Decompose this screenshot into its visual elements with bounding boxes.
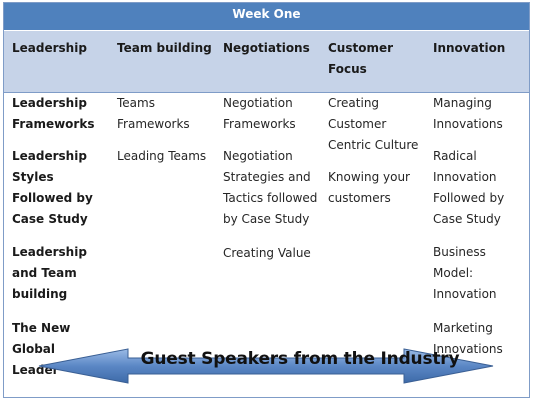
guest-speakers-banner: Guest Speakers from the Industry <box>140 349 460 369</box>
topic-negotiation-strategies: Negotiation Strategies and Tactics follo… <box>223 149 318 226</box>
topic-leadership-frameworks: Leadership Frameworks <box>12 96 95 131</box>
topic-managing-innovations: Managing Innovations <box>433 96 503 131</box>
header-team-building: Team building <box>117 41 212 55</box>
topic-marketing-innovations: Marketing Innovations <box>433 321 503 356</box>
column-innovation: Managing Innovations Radical Innovation … <box>433 93 517 360</box>
topic-negotiation-frameworks: Negotiation Frameworks <box>223 96 296 131</box>
week-title: Week One <box>232 7 301 21</box>
column-leadership: Leadership Frameworks Leadership Styles … <box>12 93 98 381</box>
column-team-building: Teams Frameworks Leading Teams <box>117 93 213 167</box>
column-negotiations: Negotiation Frameworks Negotiation Strat… <box>223 93 323 264</box>
header-leadership: Leadership <box>12 41 87 55</box>
topic-radical-innovation: Radical Innovation Followed by Case Stud… <box>433 149 505 226</box>
header-customer-focus: Customer Focus <box>328 41 394 76</box>
topic-leadership-team-building: Leadership and Team building <box>12 245 87 301</box>
topic-customer-centric-culture: Creating Customer Centric Culture <box>328 96 419 152</box>
table-frame <box>3 2 530 398</box>
topic-creating-value: Creating Value <box>223 246 311 260</box>
topic-leading-teams: Leading Teams <box>117 149 207 163</box>
double-arrow-icon <box>38 348 494 384</box>
topic-knowing-customers: Knowing your customers <box>328 170 410 205</box>
title-bar: Week One <box>4 3 529 30</box>
column-customer-focus: Creating Customer Centric Culture Knowin… <box>328 93 426 209</box>
topic-business-model-innovation: Business Model: Innovation <box>433 245 497 301</box>
topic-leadership-styles: Leadership Styles Followed by Case Study <box>12 149 93 226</box>
header-negotiations: Negotiations <box>223 41 310 55</box>
header-row: Leadership Team building Negotiations Cu… <box>4 30 529 93</box>
topic-teams-frameworks: Teams Frameworks <box>117 96 190 131</box>
header-innovation: Innovation <box>433 41 506 55</box>
